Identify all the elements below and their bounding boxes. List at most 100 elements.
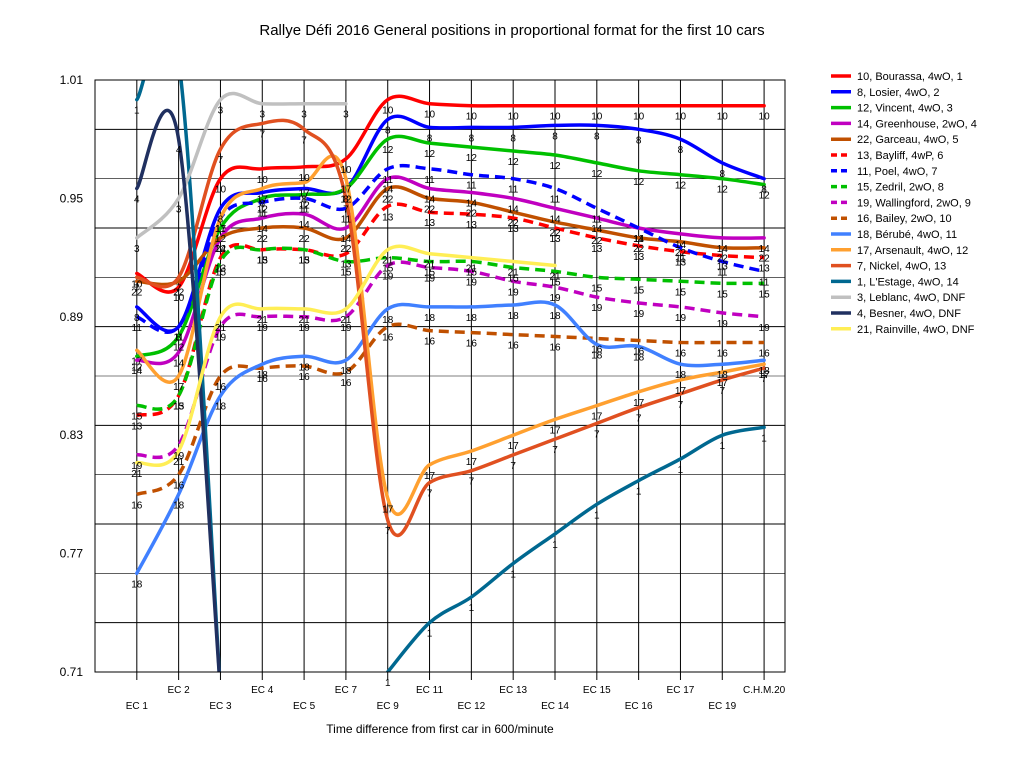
- point-label: 15: [466, 268, 478, 279]
- point-label: 15: [675, 287, 687, 298]
- point-label: 1: [761, 433, 767, 444]
- point-label: 15: [633, 285, 645, 296]
- point-label: 12: [215, 234, 227, 245]
- point-label: 8: [301, 195, 307, 206]
- x-tick-label: EC 15: [583, 685, 611, 696]
- point-label: 10: [759, 112, 771, 123]
- point-label: 11: [257, 208, 268, 219]
- point-label: 8: [385, 125, 391, 136]
- point-label: 7: [510, 461, 516, 472]
- point-label: 1: [469, 603, 475, 614]
- x-tick-label: EC 2: [168, 685, 191, 696]
- point-label: 7: [636, 414, 642, 425]
- point-label: 17: [591, 412, 603, 423]
- point-label: 13: [549, 234, 561, 245]
- point-label: 11: [299, 204, 310, 215]
- point-label: 17: [466, 457, 478, 468]
- point-label: 21: [508, 268, 520, 279]
- point-label: 16: [675, 348, 687, 359]
- point-label: 1: [678, 465, 684, 476]
- point-label: 18: [131, 579, 143, 590]
- point-label: 19: [424, 273, 436, 284]
- point-label: 10: [675, 112, 687, 123]
- point-label: 22: [424, 204, 436, 215]
- point-label: 14: [424, 195, 436, 206]
- series-line-12: [135, 134, 766, 359]
- point-label: 21: [173, 457, 185, 468]
- legend-entry: 11, Poel, 4wO, 7: [857, 166, 938, 178]
- point-label: 7: [594, 429, 600, 440]
- point-label: 16: [508, 341, 520, 352]
- series-line-17: [135, 154, 766, 517]
- point-label: 18: [591, 350, 603, 361]
- point-label: 14: [257, 224, 269, 235]
- point-label: 10: [508, 112, 520, 123]
- legend-entry: 13, Bayliff, 4wP, 6: [857, 150, 943, 162]
- point-label: 18: [675, 370, 687, 381]
- point-label: 10: [424, 110, 436, 121]
- point-label: 12: [131, 362, 143, 373]
- point-label: 10: [382, 106, 394, 117]
- point-label: 19: [299, 323, 311, 334]
- point-label: 8: [176, 333, 182, 344]
- point-label: 22: [382, 195, 394, 206]
- point-label: 22: [131, 287, 143, 298]
- point-label: 15: [382, 264, 394, 275]
- series-line-22: [135, 185, 766, 287]
- x-tick-label: EC 3: [209, 701, 232, 712]
- point-label: 19: [257, 323, 269, 334]
- point-label: 22: [591, 236, 603, 247]
- point-label: 14: [466, 198, 478, 209]
- legend-entry: 22, Garceau, 4wO, 5: [857, 134, 959, 146]
- legend-entry: 16, Bailey, 2wO, 10: [857, 213, 952, 225]
- point-label: 10: [549, 112, 561, 123]
- plot-frame: [94, 79, 786, 673]
- point-label: 19: [591, 303, 603, 314]
- point-label: 22: [759, 254, 771, 265]
- legend-entry: 18, Bérubé, 4wO, 11: [857, 229, 957, 241]
- legend-entry: 12, Vincent, 4wO, 3: [857, 103, 953, 115]
- point-label: 13: [173, 402, 185, 413]
- chart-title: Rallye Défi 2016 General positions in pr…: [259, 22, 765, 39]
- legend-entry: 8, Losier, 4wO, 2: [857, 87, 940, 99]
- x-tick-label: EC 16: [625, 701, 653, 712]
- point-label: 12: [299, 200, 311, 211]
- point-label: 13: [131, 421, 143, 432]
- point-label: 8: [678, 145, 684, 156]
- point-label: 12: [591, 169, 603, 180]
- legend-entry: 3, Leblanc, 4wO, DNF: [857, 292, 965, 304]
- point-label: 21: [549, 271, 561, 282]
- point-label: 12: [424, 149, 436, 160]
- point-label: 11: [508, 185, 519, 196]
- point-label: 19: [508, 287, 520, 298]
- point-label: 22: [215, 244, 227, 255]
- point-label: 17: [257, 195, 269, 206]
- point-label: 14: [508, 204, 520, 215]
- point-label: 21: [466, 264, 478, 275]
- x-tick-label: C.H.M.20: [743, 685, 786, 696]
- point-label: 17: [717, 378, 729, 389]
- point-label: 8: [218, 214, 224, 225]
- x-tick-label: EC 12: [457, 701, 485, 712]
- point-label: 22: [549, 228, 561, 239]
- series-line-4: [135, 108, 221, 672]
- point-label: 17: [424, 471, 436, 482]
- point-label: 11: [424, 175, 435, 186]
- point-label: 18: [173, 500, 185, 511]
- x-axis-label: Time difference from first car in 600/mi…: [326, 722, 554, 736]
- point-label: 19: [173, 451, 185, 462]
- point-label: 7: [343, 204, 349, 215]
- point-label: 7: [469, 477, 475, 488]
- point-label: 12: [173, 343, 185, 354]
- point-label: 22: [508, 218, 520, 229]
- point-label: 11: [717, 268, 728, 279]
- point-label: 3: [134, 244, 140, 255]
- point-label: 14: [299, 220, 311, 231]
- point-label: 11: [592, 214, 603, 225]
- point-label: 7: [719, 386, 725, 397]
- point-label: 7: [301, 135, 307, 146]
- point-label: 7: [427, 489, 433, 500]
- point-label: 13: [508, 224, 520, 235]
- x-tick-label: EC 11: [416, 685, 443, 696]
- point-label: 8: [427, 133, 433, 144]
